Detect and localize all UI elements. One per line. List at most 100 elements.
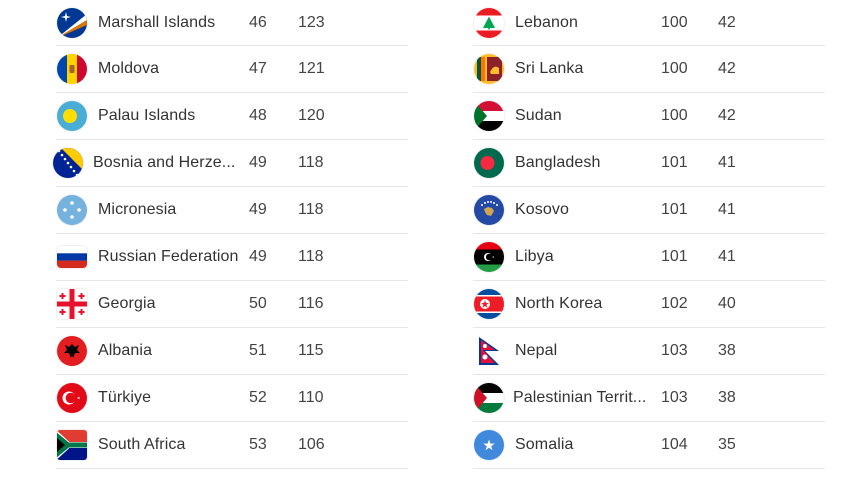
score-value: 35	[718, 436, 736, 453]
micronesia-flag-icon	[57, 195, 87, 225]
score-value: 38	[718, 389, 736, 406]
table-row: Palau Islands 48 120	[56, 93, 408, 140]
rank-value: 101	[661, 248, 688, 265]
rank-value: 53	[249, 436, 267, 453]
left-column: Marshall Islands 46 123 Moldova 47 121 P…	[53, 0, 408, 469]
score-value: 42	[718, 60, 736, 77]
albania-flag-icon	[57, 336, 87, 366]
score-value: 38	[718, 342, 736, 359]
somalia-flag-icon	[474, 430, 504, 460]
table-row: Marshall Islands 46 123	[56, 0, 408, 46]
rank-value: 100	[661, 13, 688, 31]
table-row: Russian Federation 49 118	[56, 234, 408, 281]
libya-flag-icon	[474, 242, 504, 272]
right-column: Lebanon 100 42 Sri Lanka 100 42 Sudan 10…	[473, 0, 825, 469]
table-row: Somalia 104 35	[473, 422, 825, 469]
country-name: South Africa	[98, 436, 186, 453]
palestine-flag-icon	[474, 383, 504, 413]
country-name: Sudan	[515, 107, 562, 124]
rank-value: 100	[661, 107, 688, 124]
country-name: Russian Federation	[98, 248, 239, 265]
rank-value: 103	[661, 389, 688, 406]
table-row: Georgia 50 116	[56, 281, 408, 328]
country-name: Albania	[98, 342, 153, 359]
table-row: Nepal 103 38	[473, 328, 825, 375]
table-row: Türkiye 52 110	[56, 375, 408, 422]
rank-value: 52	[249, 389, 267, 406]
rank-value: 102	[661, 295, 688, 312]
table-row: Bangladesh 101 41	[473, 140, 825, 187]
country-name: Sri Lanka	[515, 60, 584, 77]
score-value: 116	[298, 295, 324, 312]
table-row: Sri Lanka 100 42	[473, 46, 825, 93]
rank-value: 103	[661, 342, 688, 359]
rank-value: 48	[249, 107, 267, 124]
table-row: Micronesia 49 118	[56, 187, 408, 234]
table-row: Moldova 47 121	[56, 46, 408, 93]
score-value: 41	[718, 201, 736, 218]
bangladesh-flag-icon	[474, 148, 504, 178]
table-row: Bosnia and Herze... 49 118	[53, 140, 408, 187]
table-row: Libya 101 41	[473, 234, 825, 281]
table-row: North Korea 102 40	[473, 281, 825, 328]
rank-value: 101	[661, 201, 688, 218]
rank-value: 101	[661, 154, 688, 171]
score-value: 118	[298, 201, 324, 218]
country-name: Kosovo	[515, 201, 569, 218]
table-row: Sudan 100 42	[473, 93, 825, 140]
north-korea-flag-icon	[474, 289, 504, 319]
lebanon-flag-icon	[474, 7, 504, 38]
country-name: Türkiye	[98, 389, 152, 406]
country-name: Georgia	[98, 295, 156, 312]
score-value: 123	[298, 13, 325, 31]
country-name: North Korea	[515, 295, 603, 312]
table-row: Lebanon 100 42	[473, 0, 825, 46]
sri-lanka-flag-icon	[474, 54, 504, 84]
russia-flag-icon	[57, 246, 87, 268]
table-row: South Africa 53 106	[56, 422, 408, 469]
country-name: Bosnia and Herze...	[93, 154, 236, 171]
score-value: 42	[718, 13, 736, 31]
marshall-islands-flag-icon	[57, 7, 87, 38]
country-name: Moldova	[98, 60, 160, 77]
score-value: 118	[298, 248, 324, 265]
georgia-flag-icon	[57, 289, 87, 319]
score-value: 40	[718, 295, 736, 312]
sudan-flag-icon	[474, 101, 504, 131]
country-name: Marshall Islands	[98, 13, 216, 31]
nepal-flag-icon	[474, 336, 504, 366]
turkiye-flag-icon	[57, 383, 87, 413]
country-name: Bangladesh	[515, 154, 601, 171]
rank-value: 50	[249, 295, 267, 312]
score-value: 110	[298, 389, 324, 406]
rank-value: 49	[249, 154, 267, 171]
table-row: Palestinian Territ... 103 38	[473, 375, 825, 422]
rank-value: 100	[661, 60, 688, 77]
rank-value: 46	[249, 13, 267, 31]
score-value: 118	[298, 154, 324, 171]
country-name: Somalia	[515, 436, 574, 453]
country-name: Nepal	[515, 342, 558, 359]
country-name: Micronesia	[98, 201, 177, 218]
score-value: 41	[718, 154, 736, 171]
kosovo-flag-icon	[474, 195, 504, 225]
rank-value: 49	[249, 248, 267, 265]
country-name: Palau Islands	[98, 107, 196, 124]
south-africa-flag-icon	[57, 430, 87, 460]
score-value: 106	[298, 436, 325, 453]
palau-flag-icon	[57, 101, 87, 131]
score-value: 120	[298, 107, 325, 124]
table-row: Kosovo 101 41	[473, 187, 825, 234]
rank-value: 51	[249, 342, 267, 359]
rank-value: 49	[249, 201, 267, 218]
rank-value: 47	[249, 60, 267, 77]
score-value: 121	[298, 60, 325, 77]
table-row: Albania 51 115	[56, 328, 408, 375]
moldova-flag-icon	[57, 54, 87, 84]
country-name: Libya	[515, 248, 554, 265]
bosnia-flag-icon	[53, 148, 83, 178]
country-name: Palestinian Territ...	[513, 389, 647, 406]
rank-value: 104	[661, 436, 688, 453]
score-value: 115	[298, 342, 324, 359]
score-value: 41	[718, 248, 736, 265]
